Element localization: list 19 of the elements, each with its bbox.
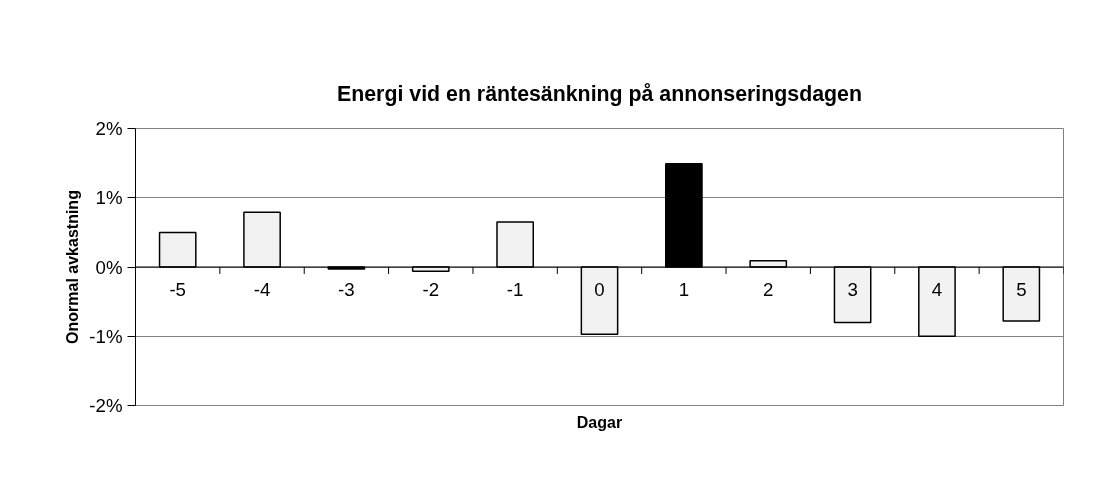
x-tick-label: 1	[678, 279, 690, 300]
x-tick-label: 2	[763, 279, 774, 300]
x-tick-label: -5	[169, 279, 186, 300]
y-tick-label: -2%	[89, 395, 123, 416]
y-tick-label: 2%	[95, 118, 123, 139]
chart-title: Energi vid en räntesänkning på annonseringsdagen	[336, 82, 863, 106]
x-tick-label: -4	[253, 279, 271, 300]
y-tick-label: 1%	[95, 187, 123, 209]
x-tick-label: 4	[931, 279, 943, 300]
x-tick-label: -3	[338, 279, 355, 300]
x-tick-label: 5	[1016, 279, 1027, 300]
x-tick-label: 3	[847, 279, 858, 300]
x-axis-title: Dagar	[576, 413, 623, 431]
x-tick-label: -1	[506, 279, 524, 300]
y-tick-label: 0%	[95, 256, 123, 278]
y-tick-label: -1%	[89, 325, 123, 347]
x-tick-label: -2	[422, 279, 440, 300]
y-axis-title: Onormal avkastning	[64, 190, 82, 344]
x-tick-label: 0	[594, 279, 605, 300]
